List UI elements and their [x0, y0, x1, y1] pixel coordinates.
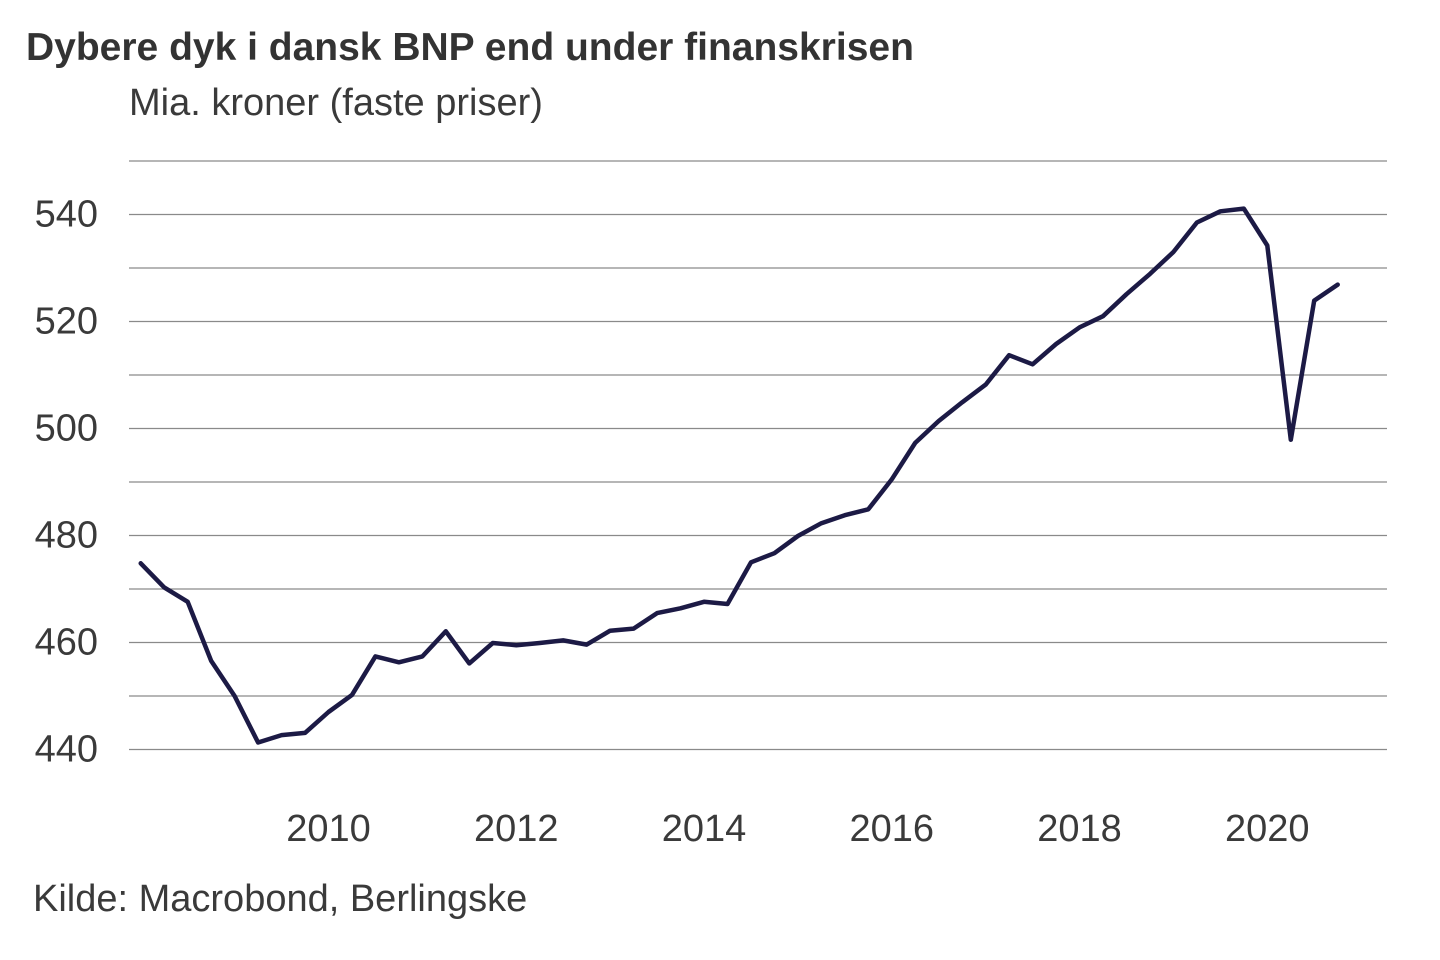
y-tick-label: 540	[35, 194, 98, 236]
x-tick-label: 2018	[1037, 808, 1122, 850]
x-axis-tick-labels: 2010 2012 2014 2016 2018 2020	[286, 808, 1309, 850]
y-tick-label: 480	[35, 515, 98, 557]
y-tick-label: 460	[35, 622, 98, 664]
x-tick-label: 2014	[662, 808, 747, 850]
y-tick-label: 520	[35, 301, 98, 343]
y-axis-tick-labels: 440 460 480 500 520 540	[35, 194, 98, 771]
gridlines	[129, 160, 1387, 751]
x-tick-label: 2010	[286, 808, 371, 850]
series-line-bnp	[138, 206, 1340, 745]
chart-source: Kilde: Macrobond, Berlingske	[33, 878, 528, 920]
x-tick-label: 2016	[850, 808, 935, 850]
x-tick-label: 2020	[1225, 808, 1310, 850]
x-tick-label: 2012	[474, 808, 559, 850]
series-layer	[138, 206, 1340, 745]
y-tick-label: 440	[35, 729, 98, 771]
y-tick-label: 500	[35, 408, 98, 450]
chart-title: Dybere dyk i dansk BNP end under finansk…	[26, 26, 914, 69]
chart-subtitle: Mia. kroner (faste priser)	[129, 82, 543, 124]
